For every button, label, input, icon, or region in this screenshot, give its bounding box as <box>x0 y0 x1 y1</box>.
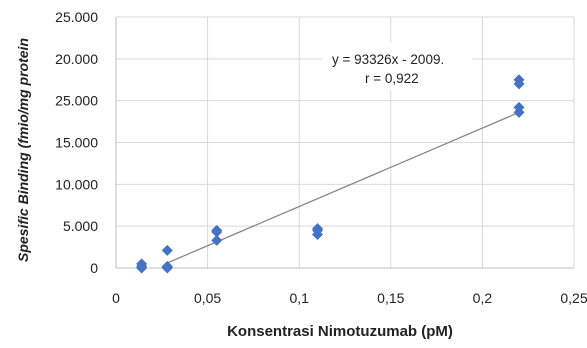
x-axis-title: Konsentrasi Nimotuzumab (pM) <box>227 323 453 340</box>
data-point <box>136 260 148 272</box>
correlation-label: r = 0,922 <box>365 71 419 86</box>
labels-layer: 0 5.000 10.000 15.000 25.000 20.000 25.000 0 0,0… <box>15 9 587 340</box>
y-tick-label: 25.000 <box>55 93 98 109</box>
data-points-layer <box>136 74 525 274</box>
data-point <box>211 234 223 246</box>
y-tick-label: 20.000 <box>55 51 98 67</box>
trendline-layer <box>167 111 520 264</box>
x-tick-label: 0,1 <box>289 290 309 306</box>
axis-layer <box>115 17 574 269</box>
x-tick-label: 0,15 <box>377 290 404 306</box>
equation-box <box>322 42 472 90</box>
y-tick-label: 10.000 <box>55 176 98 192</box>
y-axis-title: Spesific Binding (fmio/mg protein <box>15 38 31 262</box>
y-tick-label: 25.000 <box>55 9 98 25</box>
data-point <box>161 244 173 256</box>
y-tick-label: 15.000 <box>55 135 98 151</box>
data-point <box>161 260 173 272</box>
data-point <box>513 106 525 118</box>
data-point <box>211 226 223 238</box>
data-point <box>513 78 525 90</box>
y-tick-label: 5.000 <box>63 218 98 234</box>
x-tick-label: 0,25 <box>560 290 587 306</box>
y-tick-label: 0 <box>90 260 98 276</box>
x-tick-label: 0,05 <box>194 290 221 306</box>
data-point <box>312 229 324 241</box>
trendline-equation: y = 93326x - 2009. <box>332 52 444 67</box>
x-tick-label: 0 <box>112 290 120 306</box>
x-tick-label: 0,2 <box>473 290 493 306</box>
trendline <box>167 111 520 264</box>
